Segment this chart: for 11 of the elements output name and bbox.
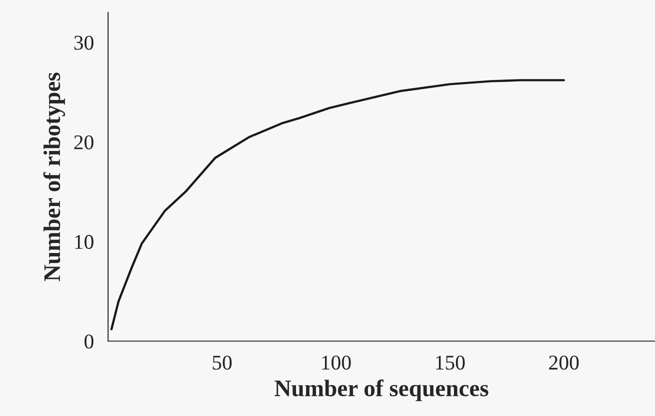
y-tick-label: 20 — [74, 135, 94, 150]
line-series — [110, 79, 565, 330]
y-tick-label: 0 — [84, 334, 94, 349]
x-tick-label: 150 — [436, 356, 465, 370]
y-tick-label: 10 — [75, 234, 94, 249]
y-tick-label: 30 — [74, 36, 94, 50]
x-tick-label: 200 — [549, 356, 579, 370]
x-axis-title: Number of sequences — [274, 379, 488, 402]
x-tick-label: 100 — [322, 356, 351, 370]
y-axis-title: Number of ribotypes — [43, 72, 66, 282]
x-tick-label: 50 — [212, 356, 232, 370]
